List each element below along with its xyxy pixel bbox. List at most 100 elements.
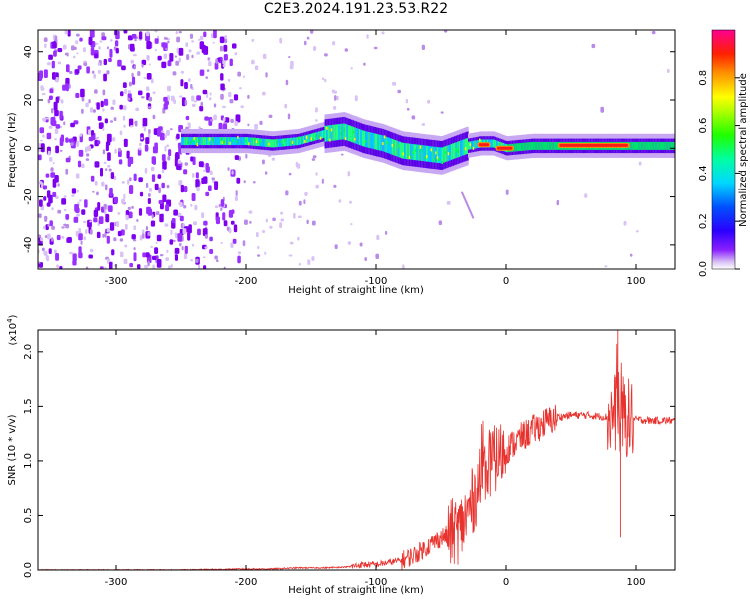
noise-speck [106,227,110,233]
noise-speck [147,106,152,109]
noise-speck [240,105,244,109]
signal-core [252,137,255,146]
signal-core [658,141,661,150]
signal-core [206,137,209,146]
noise-speck [44,43,47,48]
noise-speck [113,175,117,181]
noise-speck [421,123,426,126]
noise-speck [63,208,67,212]
noise-speck [111,249,115,256]
noise-speck [179,202,183,208]
noise-speck [107,46,109,50]
signal-core [425,145,429,162]
noise-speck [69,70,73,75]
noise-speck [64,30,67,35]
signal-core [397,141,400,158]
signal-peak [254,137,258,141]
x-tick-label: -200 [235,577,258,588]
noise-speck [115,47,119,54]
noise-speck [219,45,223,52]
signal-core [518,143,521,152]
noise-speck [262,91,266,96]
noise-speck [138,208,143,216]
noise-speck [209,92,212,96]
signal-core [650,141,653,150]
noise-speck [289,64,294,70]
noise-speck [117,147,122,152]
noise-speck [161,182,165,189]
noise-speck [193,100,198,103]
signal-core [655,141,658,150]
signal-peak [191,139,195,143]
noise-speck [89,30,95,38]
noise-speck [121,181,125,184]
noise-speck [303,199,306,205]
signal-core [410,143,413,160]
noise-speck [94,161,100,168]
signal-core [539,141,542,150]
noise-speck [161,42,167,48]
noise-speck [43,196,47,201]
noise-speck [147,260,150,267]
noise-speck [635,230,639,233]
noise-speck [334,244,338,250]
signal-core [450,143,454,160]
noise-speck [178,47,184,56]
signal-core [464,138,468,155]
signal-core [369,132,372,149]
x-tick-label: -100 [365,577,388,588]
noise-speck [75,69,80,74]
signal-core [547,141,550,150]
signal-core [240,137,243,146]
noise-speck [181,246,184,251]
noise-speck [187,231,191,241]
signal-core [324,125,327,142]
noise-speck [94,89,98,94]
noise-speck [228,91,232,98]
noise-speck [392,81,396,86]
noise-speck [123,258,128,265]
noise-speck [315,119,318,122]
noise-speck [312,220,316,226]
noise-speck [65,168,69,175]
noise-speck [88,254,93,259]
signal-peak [397,144,401,148]
noise-speck [242,240,246,247]
noise-speck [180,70,184,74]
signal-core [413,144,416,161]
colorbar-gradient [711,29,736,270]
signal-peak [383,135,387,139]
signal-core [532,141,535,150]
noise-speck [157,128,161,137]
noise-speck [66,52,69,57]
noise-speck [203,220,208,226]
noise-speck [157,174,162,179]
noise-speck [205,76,209,79]
noise-speck [102,233,105,238]
noise-speck [180,79,184,87]
signal-core [323,130,326,139]
noise-speck [75,40,79,45]
signal-core [415,144,418,161]
noise-speck [70,122,75,128]
signal-core [549,141,552,150]
noise-speck [219,36,225,44]
noise-speck [411,115,416,120]
noise-speck [179,242,182,247]
noise-speck [242,75,246,78]
noise-speck [298,262,301,266]
noise-speck [150,220,156,227]
noise-speck [75,173,80,179]
noise-speck [184,162,188,166]
noise-speck [288,172,292,176]
noise-speck [271,157,276,161]
signal-core [638,141,641,150]
noise-speck [57,48,63,53]
noise-speck [315,184,319,189]
noise-speck [349,200,352,204]
signal-core [401,142,404,159]
noise-speck [38,261,41,264]
noise-speck [191,40,194,43]
noise-speck [137,264,141,269]
signal-core [432,146,435,163]
